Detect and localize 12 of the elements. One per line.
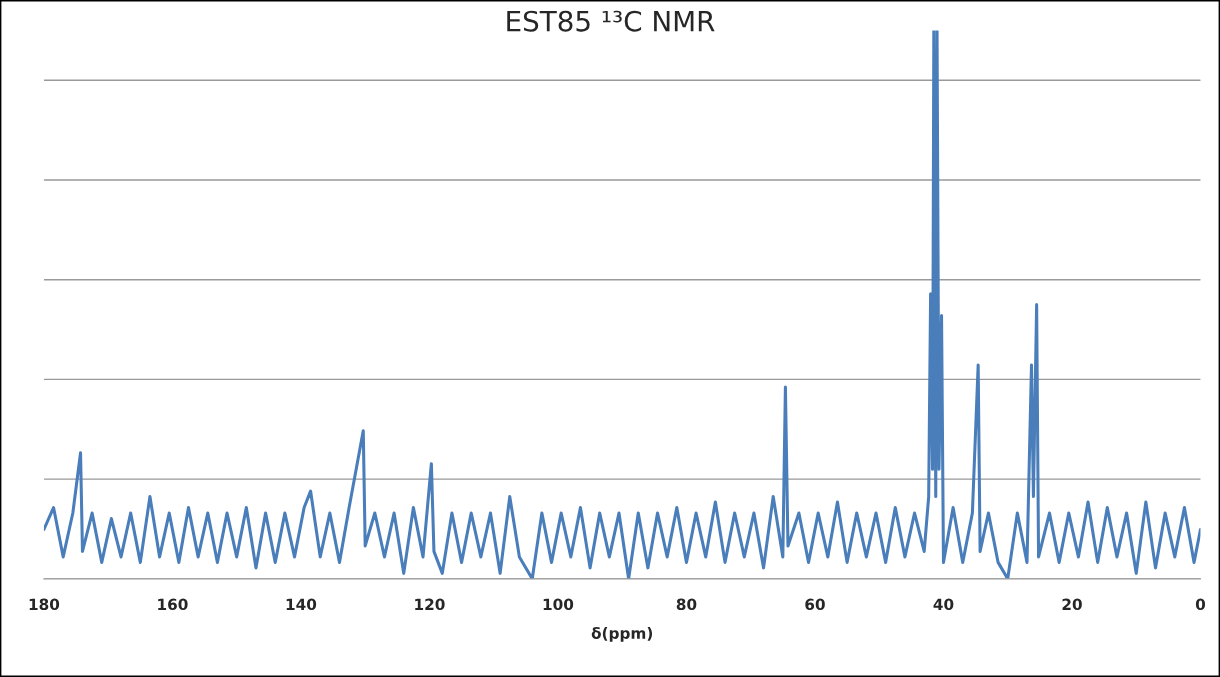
x-axis-title: δ(ppm) — [591, 626, 653, 642]
x-tick-label: 100 — [543, 598, 574, 611]
x-tick-label: 40 — [933, 598, 954, 611]
x-tick-label: 120 — [415, 598, 445, 611]
x-tick-label: 180 — [29, 598, 60, 611]
chart-title: EST85 ¹³C NMR — [507, 10, 715, 32]
x-tick-label: 80 — [676, 598, 697, 611]
x-tick-label: 140 — [286, 598, 317, 611]
x-tick-label: 60 — [805, 598, 825, 611]
x-tick-label: 0 — [1195, 598, 1206, 611]
x-tick-label: 20 — [1062, 598, 1082, 611]
x-tick-label: 160 — [158, 598, 188, 611]
